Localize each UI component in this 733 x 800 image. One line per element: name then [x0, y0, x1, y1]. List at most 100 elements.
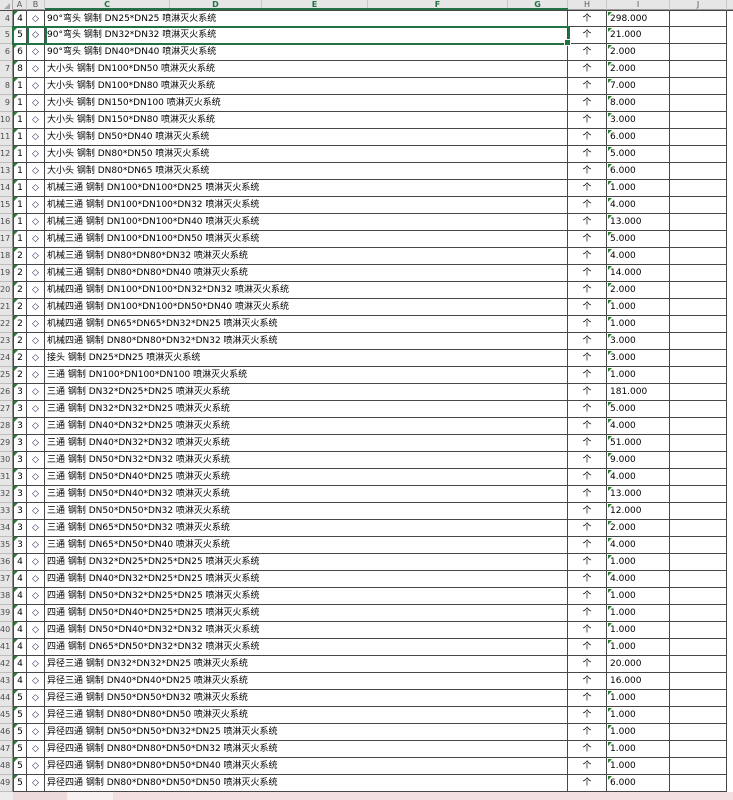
cell-unit[interactable]: 个 — [568, 724, 607, 741]
row-header[interactable]: 29 — [0, 435, 13, 452]
cell-qty[interactable]: 8.000 — [607, 95, 670, 112]
cell-unit[interactable]: 个 — [568, 163, 607, 180]
cell-marker[interactable]: ◇ — [27, 486, 45, 503]
cell-marker[interactable]: ◇ — [27, 10, 45, 27]
cell-description[interactable]: 异径四通 钢制 DN80*DN80*DN50*DN50 喷淋灭火系统 — [45, 775, 568, 792]
cell-description[interactable]: 三通 钢制 DN50*DN40*DN25 喷淋灭火系统 — [45, 469, 568, 486]
cell-qty[interactable]: 7.000 — [607, 78, 670, 95]
cell-seq[interactable]: 2 — [13, 350, 27, 367]
cell-qty[interactable]: 1.000 — [607, 741, 670, 758]
cell-empty[interactable] — [670, 622, 727, 639]
row-header[interactable]: 36 — [0, 554, 13, 571]
cell-empty[interactable] — [670, 605, 727, 622]
cell-description[interactable]: 机械三通 钢制 DN100*DN100*DN50 喷淋灭火系统 — [45, 231, 568, 248]
select-all-corner[interactable] — [0, 0, 13, 10]
cell-unit[interactable]: 个 — [568, 61, 607, 78]
row-header[interactable]: 12 — [0, 146, 13, 163]
cell-seq[interactable]: 1 — [13, 197, 27, 214]
cell-description[interactable]: 四通 钢制 DN50*DN40*DN32*DN32 喷淋灭火系统 — [45, 622, 568, 639]
cell-marker[interactable]: ◇ — [27, 707, 45, 724]
cell-unit[interactable]: 个 — [568, 384, 607, 401]
cell-qty[interactable]: 20.000 — [607, 656, 670, 673]
cell-seq[interactable]: 4 — [13, 656, 27, 673]
cell-qty[interactable]: 1.000 — [607, 622, 670, 639]
cell-qty[interactable]: 4.000 — [607, 418, 670, 435]
cell-description[interactable]: 三通 钢制 DN50*DN40*DN32 喷淋灭火系统 — [45, 486, 568, 503]
cell-description[interactable]: 四通 钢制 DN50*DN32*DN25*DN25 喷淋灭火系统 — [45, 588, 568, 605]
row-header[interactable]: 16 — [0, 214, 13, 231]
cell-description[interactable]: 大小头 钢制 DN150*DN100 喷淋灭火系统 — [45, 95, 568, 112]
row-header[interactable]: 49 — [0, 775, 13, 792]
cell-qty[interactable]: 1.000 — [607, 180, 670, 197]
row-header[interactable]: 40 — [0, 622, 13, 639]
cell-empty[interactable] — [670, 401, 727, 418]
cell-marker[interactable]: ◇ — [27, 78, 45, 95]
cell-empty[interactable] — [670, 44, 727, 61]
row-header[interactable]: 11 — [0, 129, 13, 146]
cell-qty[interactable]: 13.000 — [607, 486, 670, 503]
cell-unit[interactable]: 个 — [568, 282, 607, 299]
cell-description[interactable]: 四通 钢制 DN32*DN25*DN25*DN25 喷淋灭火系统 — [45, 554, 568, 571]
cell-empty[interactable] — [670, 758, 727, 775]
cell-marker[interactable]: ◇ — [27, 95, 45, 112]
cell-marker[interactable]: ◇ — [27, 180, 45, 197]
column-header-E[interactable]: E — [262, 0, 368, 10]
row-header[interactable]: 37 — [0, 571, 13, 588]
cell-description[interactable]: 异径四通 钢制 DN50*DN50*DN32*DN25 喷淋灭火系统 — [45, 724, 568, 741]
cell-unit[interactable]: 个 — [568, 248, 607, 265]
cell-seq[interactable]: 3 — [13, 469, 27, 486]
cell-empty[interactable] — [670, 129, 727, 146]
cell-seq[interactable]: 5 — [13, 758, 27, 775]
column-header-A[interactable]: A — [13, 0, 27, 10]
cell-marker[interactable]: ◇ — [27, 605, 45, 622]
cell-empty[interactable] — [670, 282, 727, 299]
cell-qty[interactable]: 3.000 — [607, 350, 670, 367]
cell-empty[interactable] — [670, 435, 727, 452]
cell-empty[interactable] — [670, 78, 727, 95]
cell-marker[interactable]: ◇ — [27, 673, 45, 690]
cell-seq[interactable]: 4 — [13, 554, 27, 571]
cell-empty[interactable] — [670, 350, 727, 367]
cell-qty[interactable]: 3.000 — [607, 333, 670, 350]
row-header[interactable]: 9 — [0, 95, 13, 112]
cell-empty[interactable] — [670, 163, 727, 180]
row-header[interactable]: 17 — [0, 231, 13, 248]
cell-qty[interactable]: 21.000 — [607, 27, 670, 44]
row-header[interactable]: 20 — [0, 282, 13, 299]
cell-unit[interactable]: 个 — [568, 129, 607, 146]
cell-seq[interactable]: 1 — [13, 146, 27, 163]
row-header[interactable]: 31 — [0, 469, 13, 486]
column-header-J[interactable]: J — [670, 0, 727, 10]
cell-seq[interactable]: 3 — [13, 401, 27, 418]
cell-marker[interactable]: ◇ — [27, 265, 45, 282]
cell-marker[interactable]: ◇ — [27, 367, 45, 384]
cell-empty[interactable] — [670, 333, 727, 350]
cell-qty[interactable]: 4.000 — [607, 248, 670, 265]
cell-empty[interactable] — [670, 265, 727, 282]
cell-qty[interactable]: 14.000 — [607, 265, 670, 282]
cell-marker[interactable]: ◇ — [27, 639, 45, 656]
cell-qty[interactable]: 1.000 — [607, 605, 670, 622]
cell-marker[interactable]: ◇ — [27, 333, 45, 350]
cell-marker[interactable]: ◇ — [27, 741, 45, 758]
cell-marker[interactable]: ◇ — [27, 401, 45, 418]
cell-qty[interactable]: 9.000 — [607, 452, 670, 469]
cell-description[interactable]: 三通 钢制 DN40*DN32*DN32 喷淋灭火系统 — [45, 435, 568, 452]
row-header[interactable]: 42 — [0, 656, 13, 673]
cell-marker[interactable]: ◇ — [27, 316, 45, 333]
cell-unit[interactable]: 个 — [568, 10, 607, 27]
cell-description[interactable]: 三通 钢制 DN50*DN32*DN32 喷淋灭火系统 — [45, 452, 568, 469]
cell-empty[interactable] — [670, 775, 727, 792]
cell-description[interactable]: 异径三通 钢制 DN50*DN50*DN32 喷淋灭火系统 — [45, 690, 568, 707]
cell-seq[interactable]: 3 — [13, 537, 27, 554]
cell-unit[interactable]: 个 — [568, 265, 607, 282]
cell-empty[interactable] — [670, 316, 727, 333]
cell-seq[interactable]: 2 — [13, 367, 27, 384]
cell-qty[interactable]: 2.000 — [607, 44, 670, 61]
cell-unit[interactable]: 个 — [568, 452, 607, 469]
cell-qty[interactable]: 4.000 — [607, 537, 670, 554]
row-header[interactable]: 4 — [0, 10, 13, 27]
cell-qty[interactable]: 181.000 — [607, 384, 670, 401]
cell-marker[interactable]: ◇ — [27, 44, 45, 61]
cell-empty[interactable] — [670, 520, 727, 537]
